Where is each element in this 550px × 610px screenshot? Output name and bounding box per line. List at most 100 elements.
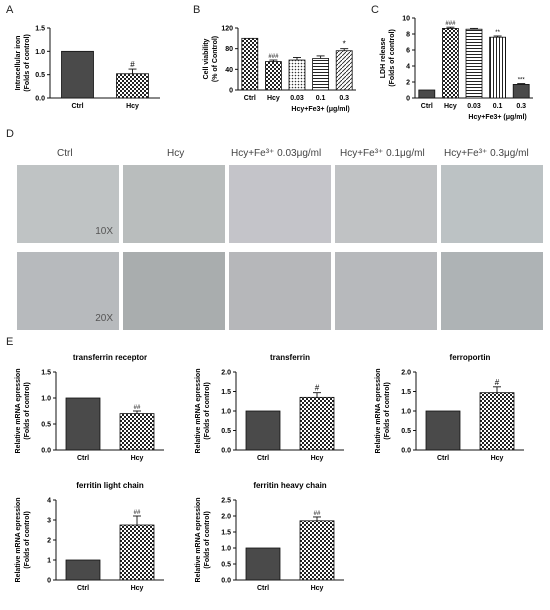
y-tick-label: 0.0 xyxy=(35,96,45,103)
y-tick-label: 0.0 xyxy=(401,448,411,455)
bar xyxy=(479,392,515,451)
bar xyxy=(116,73,149,99)
panel-letter-c: C xyxy=(371,4,379,16)
y-axis-label: (Folds of control) xyxy=(389,29,396,87)
y-tick-label: 120 xyxy=(221,26,233,33)
x-tick-label: Ctrl xyxy=(421,103,433,110)
y-axis-label: (Folds of control) xyxy=(24,382,31,440)
bar xyxy=(512,84,530,99)
chart-e-transferrin-receptor: transferrin receptor 0.0 0.5 1.0 1.5 Relative… xyxy=(10,350,180,475)
x-tick-label: Hcy xyxy=(491,455,504,462)
chart-e1-svg: transferrin receptor 0.0 0.5 1.0 1.5 Relative… xyxy=(15,353,164,462)
micro-label-ctrl: Ctrl xyxy=(57,148,73,159)
micrograph-fe01-20x xyxy=(335,252,437,330)
y-tick-label: 8 xyxy=(406,32,410,39)
bar xyxy=(119,413,155,451)
significance-marker: ## xyxy=(134,405,141,411)
y-tick-label: 6 xyxy=(406,48,410,55)
significance-marker: ## xyxy=(314,511,321,517)
micrograph-fe01-10x xyxy=(335,165,437,243)
chart-b: 0 40 80 120 Cell viability (% of Control) Ctrl… xyxy=(198,8,368,123)
chart-e5-svg: ferritin heavy chain 0.0 0.5 1.0 1.5 2.0 2.5 Re… xyxy=(195,481,344,592)
significance-marker: ## xyxy=(134,510,141,516)
bar xyxy=(465,28,483,99)
y-tick-label: 2.0 xyxy=(221,514,231,521)
chart-e3-svg: ferroportin 0.0 0.5 1.0 1.5 2.0 Relative mRNA … xyxy=(375,353,524,462)
y-tick-label: 3 xyxy=(47,518,51,525)
panel-letter-a: A xyxy=(6,4,14,16)
y-tick-label: 0 xyxy=(229,88,233,95)
bar xyxy=(299,520,335,581)
significance-marker: *** xyxy=(518,78,526,84)
chart-title: transferrin receptor xyxy=(73,353,147,362)
x-tick-label: 0.1 xyxy=(493,103,503,110)
x-tick-label: 0.1 xyxy=(316,95,326,102)
y-tick-label: 1.0 xyxy=(401,409,411,416)
y-axis-label: LDH release xyxy=(380,38,387,79)
y-axis-label: Intracellular iron xyxy=(15,36,22,91)
y-tick-label: 1.5 xyxy=(221,389,231,396)
y-tick-label: 0 xyxy=(406,96,410,103)
y-tick-label: 1.5 xyxy=(35,26,45,33)
significance-marker: # xyxy=(495,378,500,387)
bar xyxy=(65,397,101,451)
y-tick-label: 0.0 xyxy=(221,448,231,455)
x-axis-label: Hcy+Fe3+ (μg/ml) xyxy=(291,106,349,113)
y-tick-label: 1.5 xyxy=(41,370,51,377)
y-tick-label: 40 xyxy=(225,67,233,74)
y-tick-label: 2.5 xyxy=(221,498,231,505)
x-axis-label: Hcy+Fe3+ (μg/ml) xyxy=(468,114,526,121)
x-tick-label: Hcy xyxy=(311,455,324,462)
y-tick-label: 1.5 xyxy=(221,530,231,537)
significance-marker: * xyxy=(343,40,346,49)
x-tick-label: Hcy xyxy=(267,95,280,102)
y-tick-label: 1.0 xyxy=(35,49,45,56)
y-tick-label: 0.0 xyxy=(221,578,231,585)
micro-label-hcy: Hcy xyxy=(167,148,185,159)
magnification-label-20x: 20X xyxy=(95,313,113,324)
x-tick-label: 0.3 xyxy=(339,95,349,102)
y-axis-label: Relative mRNA epression xyxy=(375,369,382,454)
y-tick-label: 1.0 xyxy=(221,546,231,553)
bar xyxy=(299,396,335,451)
y-tick-label: 1.5 xyxy=(401,389,411,396)
x-tick-label: Hcy xyxy=(131,585,144,592)
y-tick-label: 1 xyxy=(47,558,51,565)
bar xyxy=(418,89,436,99)
bar xyxy=(288,59,306,91)
significance-marker: # xyxy=(315,384,320,393)
chart-e4-svg: ferritin light chain 0 1 2 3 4 Relative mRNA e… xyxy=(15,481,164,592)
y-axis-label: (Folds of control) xyxy=(24,511,31,569)
chart-title: transferrin xyxy=(270,353,310,362)
x-tick-label: Ctrl xyxy=(257,585,269,592)
y-tick-label: 2 xyxy=(47,538,51,545)
micrograph-fe03-20x xyxy=(441,252,543,330)
chart-a: 0.0 0.5 1.0 1.5 Intracellular iron (Folds of … xyxy=(10,8,180,123)
bar xyxy=(489,36,506,99)
bar xyxy=(425,410,461,451)
y-axis-label: Relative mRNA epression xyxy=(15,498,22,583)
micrograph-ctrl-20x: 20X xyxy=(17,252,119,330)
x-tick-label: Ctrl xyxy=(77,585,89,592)
chart-e2-svg: transferrin 0.0 0.5 1.0 1.5 2.0 Relative mRNA … xyxy=(195,353,344,462)
bar xyxy=(61,50,94,99)
y-axis-label: (% of Control) xyxy=(212,36,219,82)
y-tick-label: 2.0 xyxy=(401,370,411,377)
x-tick-label: Ctrl xyxy=(71,103,83,110)
y-tick-label: 4 xyxy=(406,64,410,71)
x-tick-label: Ctrl xyxy=(437,455,449,462)
x-tick-label: Ctrl xyxy=(77,455,89,462)
bar xyxy=(335,50,353,91)
bar xyxy=(119,524,155,581)
significance-marker: # xyxy=(130,60,135,69)
y-tick-label: 10 xyxy=(402,16,410,23)
chart-b-svg: 0 40 80 120 Cell viability (% of Control) Ctrl… xyxy=(203,26,356,113)
y-tick-label: 2.0 xyxy=(221,370,231,377)
chart-title: ferritin heavy chain xyxy=(253,481,326,490)
panel-letter-b: B xyxy=(193,4,201,16)
micrograph-grid: Ctrl Hcy Hcy+Fe³⁺ 0.03μg/ml Hcy+Fe³⁺ 0.1… xyxy=(17,148,545,335)
y-axis-label: Relative mRNA epression xyxy=(15,369,22,454)
bar xyxy=(245,547,281,581)
y-axis-label: (Folds of control) xyxy=(204,382,211,440)
y-tick-label: 0.5 xyxy=(401,428,411,435)
